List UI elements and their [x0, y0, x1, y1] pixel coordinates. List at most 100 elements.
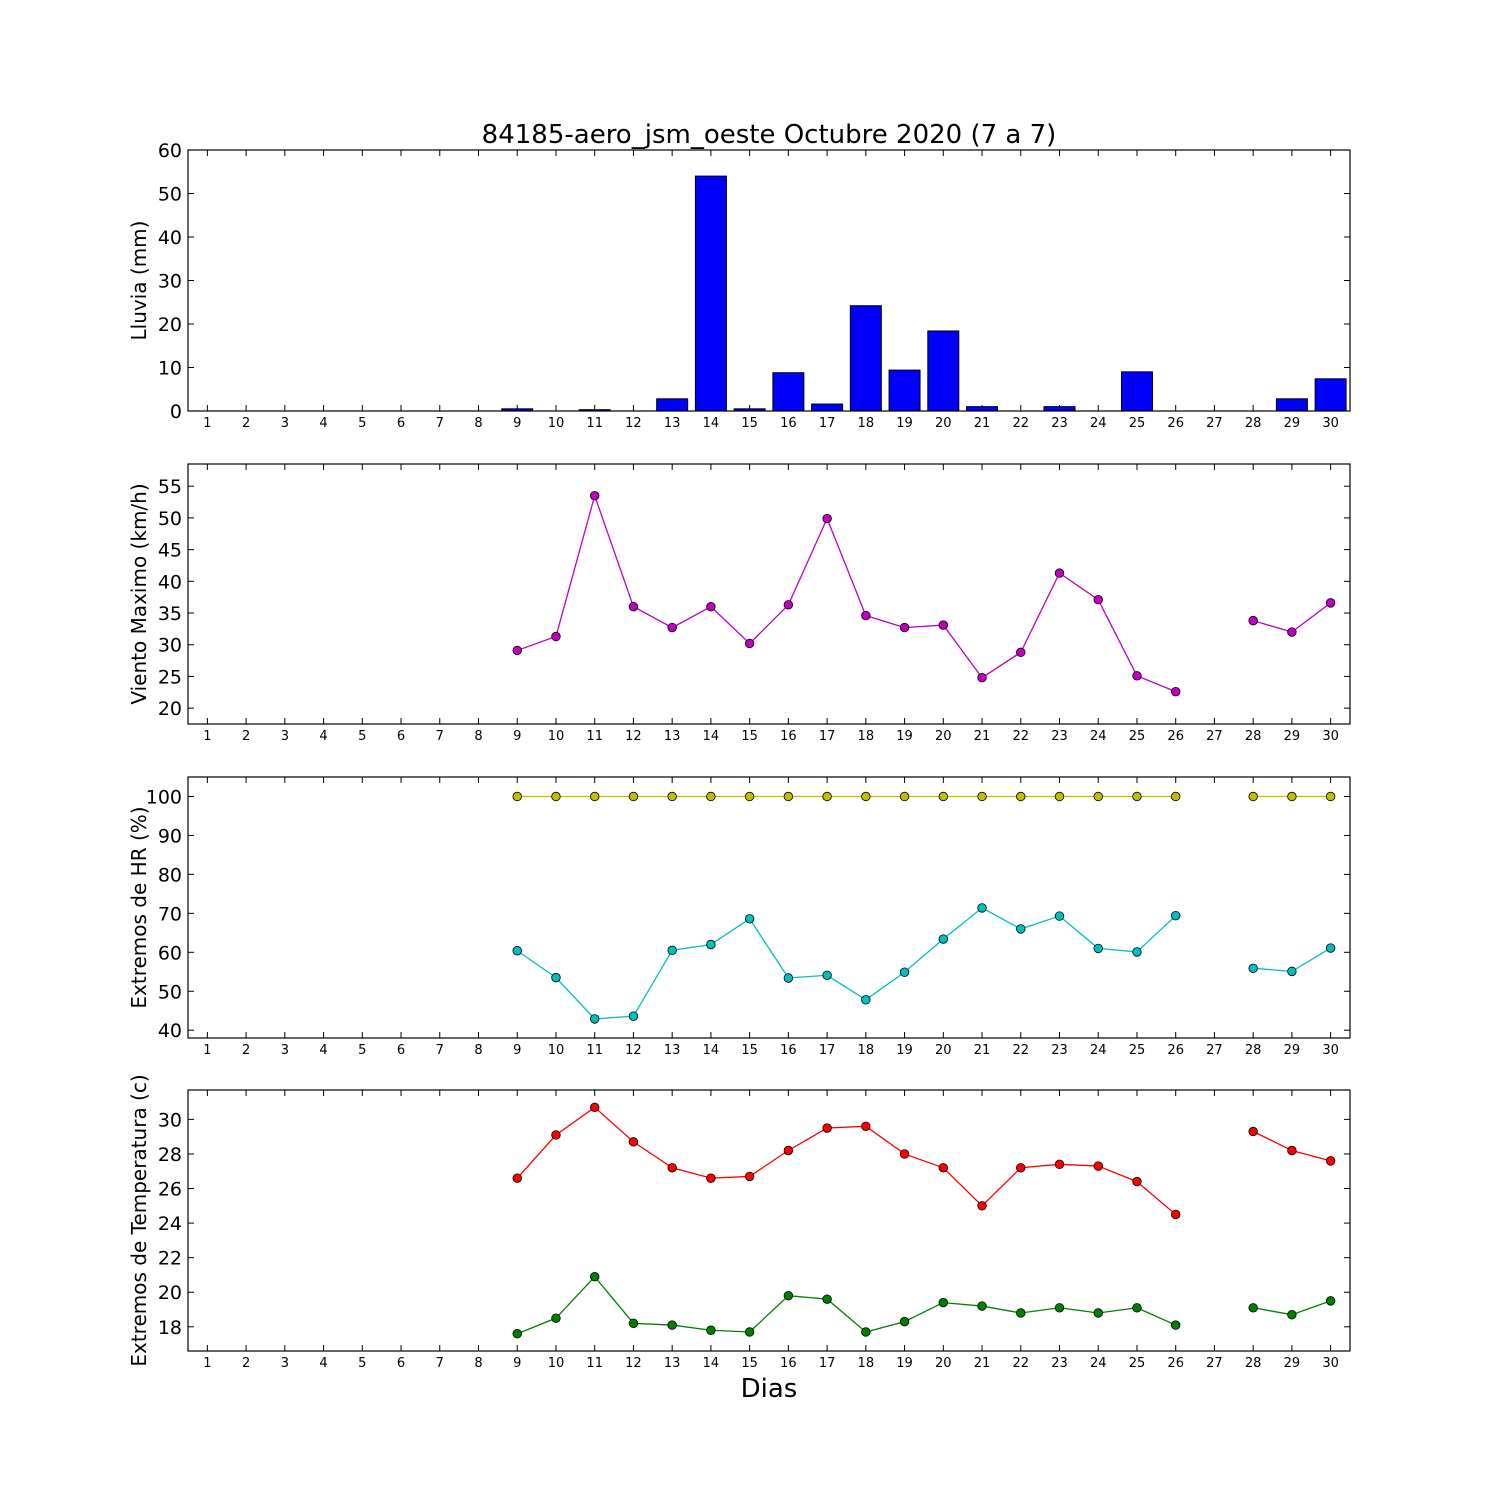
y-tick-label: 35: [158, 603, 182, 625]
x-tick-label: 3: [281, 1043, 289, 1058]
point-day-16: [783, 600, 794, 610]
point-day-24: [1093, 791, 1103, 802]
x-tick-label: 15: [741, 1043, 758, 1058]
point-day-30: [1325, 943, 1336, 953]
y-tick-label: 40: [158, 227, 182, 249]
x-tick-label: 21: [974, 729, 991, 744]
x-tick-label: 21: [974, 1043, 991, 1058]
point-day-13: [667, 1163, 677, 1173]
x-tick-label: 2: [242, 729, 250, 744]
point-day-14: [706, 1173, 716, 1183]
y-tick-label: 10: [158, 358, 182, 380]
y-axis-label: Extremos de Temperatura (c): [127, 1074, 151, 1366]
x-tick-label: 4: [319, 1356, 327, 1371]
point-day-28: [1248, 615, 1258, 626]
y-tick-label: 30: [158, 271, 182, 293]
point-day-29: [1287, 966, 1297, 977]
bar-day-29: [1275, 398, 1308, 412]
point-day-18: [861, 791, 871, 802]
x-tick-label: 22: [1012, 1356, 1029, 1371]
point-day-12: [628, 791, 639, 802]
x-tick-label: 17: [819, 1043, 836, 1058]
point-day-19: [899, 791, 910, 802]
series-line: [517, 493, 1176, 693]
point-day-24: [1093, 1161, 1103, 1171]
point-day-9: [512, 645, 522, 656]
point-day-30: [1325, 1296, 1336, 1306]
point-day-9: [512, 1329, 522, 1339]
x-tick-label: 1: [203, 1043, 211, 1058]
x-tick-label: 17: [819, 729, 836, 744]
x-tick-label: 25: [1129, 1356, 1146, 1371]
point-day-21: [977, 673, 987, 683]
point-day-17: [822, 1294, 832, 1304]
x-tick-label: 28: [1245, 1356, 1262, 1371]
point-day-23: [1054, 1303, 1065, 1313]
point-day-12: [628, 1011, 639, 1021]
x-tick-label: 18: [858, 1356, 875, 1371]
point-day-19: [899, 622, 910, 633]
point-day-29: [1287, 1145, 1297, 1156]
bar-day-14: [694, 175, 727, 412]
point-day-29: [1287, 627, 1297, 637]
x-tick-label: 25: [1129, 729, 1146, 744]
panels: 1 2 3 4 5 6 7 8 9 10 11 12 13 14 15 16 17 18 19 20 21 22 23 24 2…: [127, 140, 1351, 1371]
plot-frame: [187, 776, 1351, 1039]
y-tick-label: 18: [158, 1317, 182, 1339]
point-day-14: [706, 791, 716, 802]
x-tick-label: 16: [780, 1356, 797, 1371]
x-tick-label: 5: [358, 1043, 366, 1058]
x-tick-label: 11: [586, 729, 603, 744]
x-tick-label: 30: [1322, 416, 1339, 431]
point-day-11: [590, 1014, 600, 1024]
point-day-9: [512, 791, 522, 802]
point-day-16: [783, 791, 794, 802]
x-tick-label: 6: [397, 729, 405, 744]
point-day-22: [1016, 1163, 1026, 1173]
x-tick-label: 16: [780, 1043, 797, 1058]
point-day-22: [1016, 791, 1026, 802]
x-tick-label: 6: [397, 416, 405, 431]
point-day-14: [706, 1325, 716, 1335]
y-tick-label: 80: [158, 864, 182, 886]
x-tick-label: 22: [1012, 1043, 1029, 1058]
point-day-16: [783, 1290, 794, 1301]
point-day-28: [1248, 963, 1258, 973]
x-tick-label: 13: [664, 729, 681, 744]
point-day-15: [744, 791, 755, 802]
bar-day-16: [772, 372, 805, 412]
x-tick-label: 8: [474, 729, 482, 744]
x-tick-label: 6: [397, 1356, 405, 1371]
x-tick-label: 3: [281, 1356, 289, 1371]
point-day-28: [1248, 1126, 1258, 1137]
x-tick-label: 16: [780, 729, 797, 744]
point-day-18: [861, 1121, 871, 1131]
x-tick-label: 9: [513, 1356, 521, 1371]
y-tick-label: 50: [158, 981, 182, 1003]
point-day-25: [1132, 671, 1142, 681]
point-day-21: [977, 903, 987, 913]
point-day-30: [1325, 598, 1336, 608]
point-day-29: [1287, 791, 1297, 802]
y-tick-label: 50: [158, 184, 182, 206]
x-tick-label: 27: [1206, 1356, 1223, 1371]
bar-day-21: [966, 406, 999, 412]
y-axis-label: Extremos de HR (%): [127, 806, 151, 1008]
series-2: [512, 1271, 1336, 1339]
bar-day-30: [1314, 378, 1347, 412]
point-day-30: [1325, 1156, 1336, 1166]
bar-day-18: [849, 305, 882, 412]
x-tick-label: 7: [436, 416, 444, 431]
x-tick-label: 16: [780, 416, 797, 431]
x-tick-label: 4: [319, 1043, 327, 1058]
point-day-14: [706, 939, 716, 950]
point-day-10: [551, 791, 561, 802]
point-day-18: [861, 610, 871, 621]
y-tick-label: 22: [158, 1248, 182, 1270]
x-tick-label: 20: [935, 1356, 952, 1371]
x-tick-label: 26: [1167, 1043, 1184, 1058]
bar-day-19: [888, 369, 921, 412]
point-day-21: [977, 1301, 987, 1311]
